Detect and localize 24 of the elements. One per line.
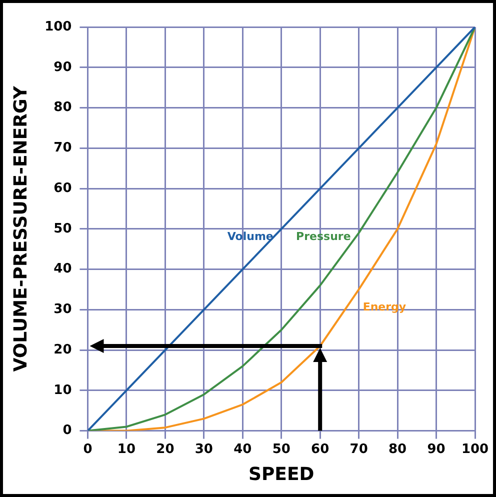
y-tick-label: 10 <box>54 382 72 398</box>
x-tick-label: 90 <box>427 442 446 457</box>
y-tick-label: 20 <box>54 342 72 358</box>
x-tick-label: 40 <box>234 442 252 457</box>
y-tick-label: 0 <box>62 423 72 438</box>
x-tick-label: 30 <box>194 442 213 457</box>
y-axis-title: VOLUME-PRESSURE-ENERGY <box>10 85 32 372</box>
y-tick-label: 100 <box>44 19 72 34</box>
x-tick-label: 80 <box>388 442 407 457</box>
x-tick-label: 50 <box>272 442 290 457</box>
y-tick-label: 40 <box>54 262 72 277</box>
y-tick-label: 80 <box>54 100 72 116</box>
x-tick-label: 100 <box>461 442 489 457</box>
y-tick-label: 70 <box>54 140 72 156</box>
x-tick-label: 70 <box>350 442 368 457</box>
y-tick-label: 50 <box>54 221 72 236</box>
y-tick-label: 30 <box>54 302 72 318</box>
x-tick-label: 60 <box>311 442 330 457</box>
y-tick-label: 60 <box>54 180 72 196</box>
y-tick-label: 90 <box>54 60 72 75</box>
x-axis-title: SPEED <box>248 464 314 485</box>
x-tick-label: 20 <box>156 442 174 457</box>
x-tick-label: 10 <box>117 442 136 457</box>
x-tick-label: 0 <box>83 442 92 457</box>
